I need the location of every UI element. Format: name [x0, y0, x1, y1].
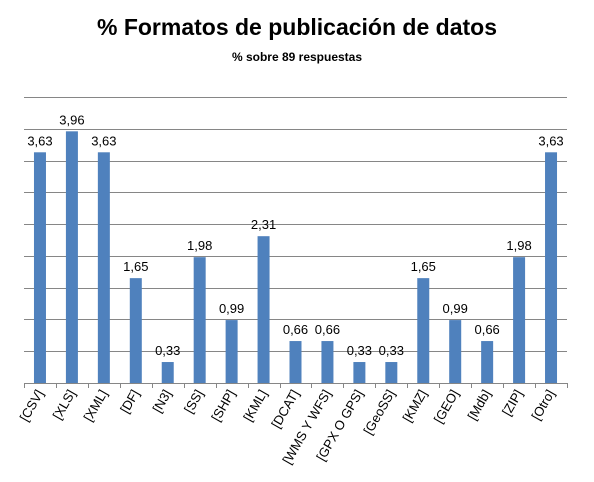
data-label: 1,65: [123, 259, 148, 274]
data-label: 0,66: [474, 322, 499, 337]
data-label: 3,63: [91, 133, 116, 148]
data-label: 1,98: [506, 238, 531, 253]
bar-geoss: [385, 362, 398, 383]
bar-xml: [97, 152, 110, 383]
data-label: 3,63: [27, 133, 52, 148]
data-label: 3,96: [59, 112, 84, 127]
data-label: 0,99: [219, 301, 244, 316]
bar-n3: [161, 362, 174, 383]
data-label: 1,98: [187, 238, 212, 253]
x-tick-label: [N3]: [149, 387, 174, 415]
bar-ss: [193, 257, 206, 383]
data-label: 3,63: [538, 133, 563, 148]
bar-zip: [513, 257, 526, 383]
bar-xls: [65, 131, 78, 383]
x-tick-label: [Mdb]: [464, 387, 493, 423]
data-label: 1,65: [411, 259, 436, 274]
x-tick-label: [KMZ]: [400, 387, 430, 425]
x-tick-label: [SHP]: [208, 387, 238, 424]
x-tick-label: [CSV]: [17, 387, 47, 424]
x-tick-label: [DF]: [117, 387, 142, 416]
data-label: 0,66: [283, 322, 308, 337]
data-label: 2,31: [251, 217, 276, 232]
bar-wms-y-wfs: [321, 341, 334, 383]
x-tick-label: [GeoSS]: [360, 387, 398, 437]
x-tick-label: [ZIP]: [499, 387, 526, 418]
x-tick-label: [Otro]: [528, 387, 557, 423]
bar-shp: [225, 320, 238, 383]
bar-csv: [33, 152, 46, 383]
bar-geo: [449, 320, 462, 383]
bar-dcat: [289, 341, 302, 383]
x-tick-label: [XLS]: [50, 387, 79, 422]
data-label: 0,33: [379, 343, 404, 358]
data-label: 0,33: [347, 343, 372, 358]
chart-title: % Formatos de publicación de datos: [96, 14, 497, 40]
data-labels: 3,63 3,96 3,63 1,65 0,33 1,98 0,99 2,31 0,66 0,66…: [27, 112, 563, 358]
bar-df: [129, 278, 142, 383]
bar-gpx-o-gps: [353, 362, 366, 383]
x-tick-label: [SS]: [181, 387, 206, 416]
bar-kml: [257, 236, 270, 383]
x-tick-label: [KML]: [240, 387, 270, 424]
data-label: 0,66: [315, 322, 340, 337]
data-label: 0,99: [443, 301, 468, 316]
x-axis: [CSV] [XLS] [XML] [DF] [N3] [SS] [SHP] [KML][DC…: [17, 383, 568, 467]
data-label: 0,33: [155, 343, 180, 358]
x-tick-label: [DCAT]: [268, 387, 302, 431]
bar-mdb: [481, 341, 494, 383]
bar-kmz: [417, 278, 430, 383]
bars: [33, 131, 558, 383]
x-tick-label: [GEO]: [431, 387, 462, 426]
bar-otro: [545, 152, 558, 383]
x-tick-label: [XML]: [80, 387, 110, 424]
chart-subtitle: % sobre 89 respuestas: [231, 50, 363, 64]
